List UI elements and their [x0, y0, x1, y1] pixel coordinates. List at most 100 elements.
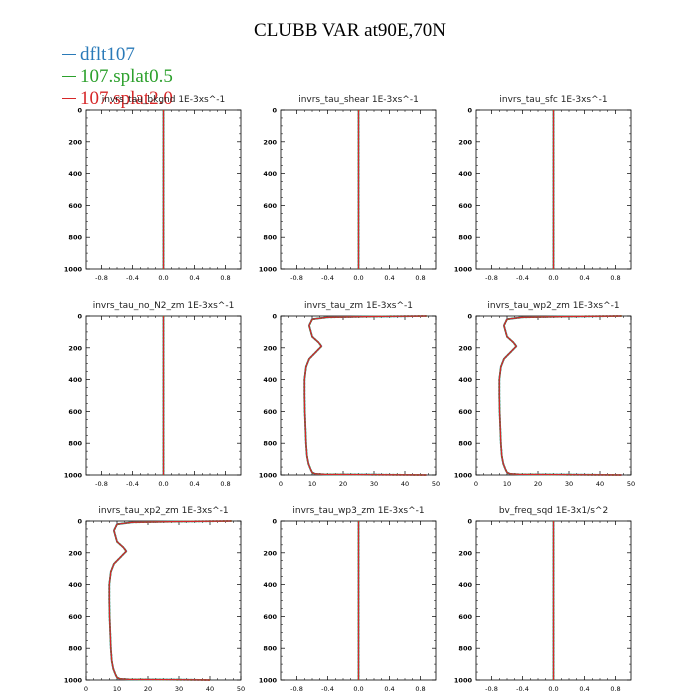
xtick-label-8-4: 0.8 [610, 685, 620, 693]
series-line-5-2 [498, 315, 622, 476]
xtick-label-3-0: -0.8 [95, 480, 108, 488]
ytick-label-6-1: 200 [68, 549, 82, 557]
ytick-label-7-4: 800 [263, 645, 277, 653]
legend-label-0: dflt107 [80, 44, 135, 65]
xtick-label-5-3: 30 [565, 480, 573, 488]
ytick-label-2-3: 600 [458, 202, 472, 210]
ytick-label-0-3: 600 [68, 202, 82, 210]
ytick-label-3-1: 200 [68, 344, 82, 352]
ytick-label-8-0: 0 [467, 518, 472, 526]
legend-swatch-1 [62, 76, 76, 78]
ytick-label-0-4: 800 [68, 234, 82, 242]
ytick-label-6-2: 400 [68, 581, 82, 589]
ytick-label-3-3: 600 [68, 408, 82, 416]
ytick-label-8-1: 200 [458, 549, 472, 557]
series-line-5-0 [498, 315, 622, 476]
xtick-label-3-4: 0.8 [220, 480, 230, 488]
xtick-label-7-1: -0.4 [321, 685, 334, 693]
series-line-6-1 [108, 520, 232, 681]
panel-title-7: invrs_tau_wp3_zm 1E-3xs^-1 [292, 506, 424, 516]
xtick-label-5-0: 0 [474, 480, 478, 488]
legend-item-1: 107.splat0.5 [62, 66, 173, 88]
xtick-label-1-4: 0.8 [415, 274, 425, 282]
panel-title-4: invrs_tau_zm 1E-3xs^-1 [304, 301, 413, 311]
ytick-label-5-5: 1000 [454, 472, 473, 480]
legend-swatch-2 [62, 98, 76, 100]
xtick-label-5-5: 50 [627, 480, 635, 488]
xtick-label-2-2: 0.0 [548, 274, 558, 282]
series-line-6-0 [108, 520, 232, 681]
xtick-label-6-1: 10 [113, 685, 121, 693]
xtick-label-6-2: 20 [144, 685, 152, 693]
xtick-label-2-4: 0.8 [610, 274, 620, 282]
xtick-label-0-3: 0.4 [189, 274, 199, 282]
xtick-label-8-1: -0.4 [516, 685, 529, 693]
xtick-label-0-2: 0.0 [158, 274, 168, 282]
panel-title-8: bv_freq_sqd 1E-3x1/s^2 [499, 506, 608, 516]
xtick-label-0-1: -0.4 [126, 274, 139, 282]
xtick-label-0-0: -0.8 [95, 274, 108, 282]
ytick-label-3-5: 1000 [64, 472, 83, 480]
xtick-label-1-1: -0.4 [321, 274, 334, 282]
ytick-label-2-1: 200 [458, 138, 472, 146]
xtick-label-6-4: 40 [206, 685, 214, 693]
ytick-label-8-3: 600 [458, 613, 472, 621]
ytick-label-6-0: 0 [77, 518, 82, 526]
ytick-label-7-1: 200 [263, 549, 277, 557]
xtick-label-6-0: 0 [84, 685, 88, 693]
ytick-label-8-5: 1000 [454, 677, 473, 685]
ytick-label-0-5: 1000 [64, 266, 83, 274]
ytick-label-7-0: 0 [272, 518, 277, 526]
xtick-label-4-4: 40 [401, 480, 409, 488]
ytick-label-1-4: 800 [263, 234, 277, 242]
panel-title-0: invrs_tau_bkgnd 1E-3xs^-1 [102, 95, 226, 105]
panel-title-5: invrs_tau_wp2_zm 1E-3xs^-1 [487, 301, 619, 311]
xtick-label-6-5: 50 [237, 685, 245, 693]
xtick-label-0-4: 0.8 [220, 274, 230, 282]
xtick-label-4-2: 20 [339, 480, 347, 488]
xtick-label-3-1: -0.4 [126, 480, 139, 488]
xtick-label-2-3: 0.4 [579, 274, 589, 282]
xtick-label-4-5: 50 [432, 480, 440, 488]
ytick-label-0-1: 200 [68, 138, 82, 146]
xtick-label-7-0: -0.8 [290, 685, 303, 693]
xtick-label-1-0: -0.8 [290, 274, 303, 282]
ytick-label-7-3: 600 [263, 613, 277, 621]
series-line-6-2 [108, 520, 232, 681]
xtick-label-6-3: 30 [175, 685, 183, 693]
xtick-label-5-1: 10 [503, 480, 511, 488]
xtick-label-7-2: 0.0 [353, 685, 363, 693]
ytick-label-4-4: 800 [263, 440, 277, 448]
ytick-label-5-3: 600 [458, 408, 472, 416]
xtick-label-7-4: 0.8 [415, 685, 425, 693]
ytick-label-7-5: 1000 [259, 677, 278, 685]
legend: dflt107 107.splat0.5 107.splat2.0 [62, 44, 173, 110]
ytick-label-6-3: 600 [68, 613, 82, 621]
ytick-label-8-4: 800 [458, 645, 472, 653]
legend-swatch-0 [62, 54, 76, 56]
xtick-label-2-1: -0.4 [516, 274, 529, 282]
xtick-label-3-3: 0.4 [189, 480, 199, 488]
panel-title-3: invrs_tau_no_N2_zm 1E-3xs^-1 [93, 301, 235, 311]
ytick-label-2-2: 400 [458, 170, 472, 178]
xtick-label-7-3: 0.4 [384, 685, 394, 693]
ytick-label-3-4: 800 [68, 440, 82, 448]
xtick-label-1-3: 0.4 [384, 274, 394, 282]
legend-item-2: 107.splat2.0 [62, 88, 173, 110]
ytick-label-5-0: 0 [467, 313, 472, 321]
panel-title-2: invrs_tau_sfc 1E-3xs^-1 [499, 95, 607, 105]
ytick-label-0-0: 0 [77, 107, 82, 115]
ytick-label-7-2: 400 [263, 581, 277, 589]
legend-label-2: 107.splat2.0 [80, 88, 173, 109]
ytick-label-2-5: 1000 [454, 266, 473, 274]
ytick-label-1-5: 1000 [259, 266, 278, 274]
panel-title-6: invrs_tau_xp2_zm 1E-3xs^-1 [98, 506, 228, 516]
series-line-4-0 [303, 315, 427, 476]
ytick-label-4-3: 600 [263, 408, 277, 416]
ytick-label-5-2: 400 [458, 376, 472, 384]
ytick-label-3-2: 400 [68, 376, 82, 384]
ytick-label-4-5: 1000 [259, 472, 278, 480]
xtick-label-4-3: 30 [370, 480, 378, 488]
xtick-label-5-4: 40 [596, 480, 604, 488]
